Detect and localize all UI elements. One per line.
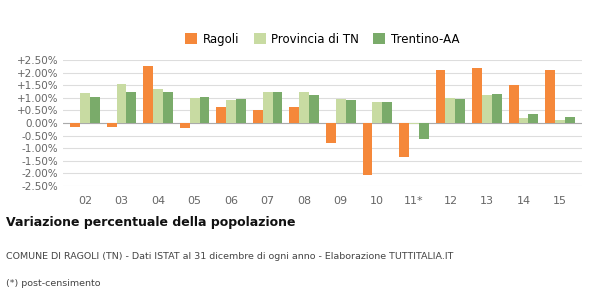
Bar — [263, 92, 272, 123]
Text: Variazione percentuale della popolazione: Variazione percentuale della popolazione — [6, 216, 296, 229]
Bar — [492, 94, 502, 123]
Bar — [107, 123, 116, 127]
Bar — [346, 100, 356, 123]
Bar — [373, 102, 382, 123]
Bar — [399, 123, 409, 157]
Bar — [445, 98, 455, 123]
Bar — [555, 121, 565, 123]
Bar — [409, 123, 419, 124]
Bar — [70, 123, 80, 127]
Bar — [127, 92, 136, 123]
Bar — [299, 92, 309, 123]
Bar — [419, 123, 428, 140]
Bar — [253, 110, 263, 123]
Bar — [362, 123, 373, 175]
Bar — [336, 99, 346, 123]
Bar — [143, 66, 153, 123]
Bar — [80, 93, 90, 123]
Bar — [518, 118, 529, 123]
Bar — [289, 106, 299, 123]
Bar — [116, 84, 127, 123]
Bar — [436, 70, 445, 123]
Bar — [190, 98, 200, 123]
Bar — [180, 123, 190, 128]
Bar — [382, 102, 392, 123]
Bar — [153, 89, 163, 123]
Bar — [472, 68, 482, 123]
Bar — [163, 92, 173, 123]
Bar — [509, 85, 518, 123]
Text: COMUNE DI RAGOLI (TN) - Dati ISTAT al 31 dicembre di ogni anno - Elaborazione TU: COMUNE DI RAGOLI (TN) - Dati ISTAT al 31… — [6, 252, 454, 261]
Bar — [482, 95, 492, 123]
Bar — [545, 70, 555, 123]
Bar — [90, 97, 100, 123]
Bar — [200, 97, 209, 123]
Bar — [226, 100, 236, 123]
Bar — [565, 117, 575, 123]
Bar — [326, 123, 336, 143]
Bar — [272, 92, 283, 123]
Bar — [455, 99, 465, 123]
Bar — [236, 99, 246, 123]
Bar — [529, 114, 538, 123]
Legend: Ragoli, Provincia di TN, Trentino-AA: Ragoli, Provincia di TN, Trentino-AA — [181, 28, 464, 50]
Bar — [217, 106, 226, 123]
Text: (*) post-censimento: (*) post-censimento — [6, 279, 101, 288]
Bar — [309, 95, 319, 123]
